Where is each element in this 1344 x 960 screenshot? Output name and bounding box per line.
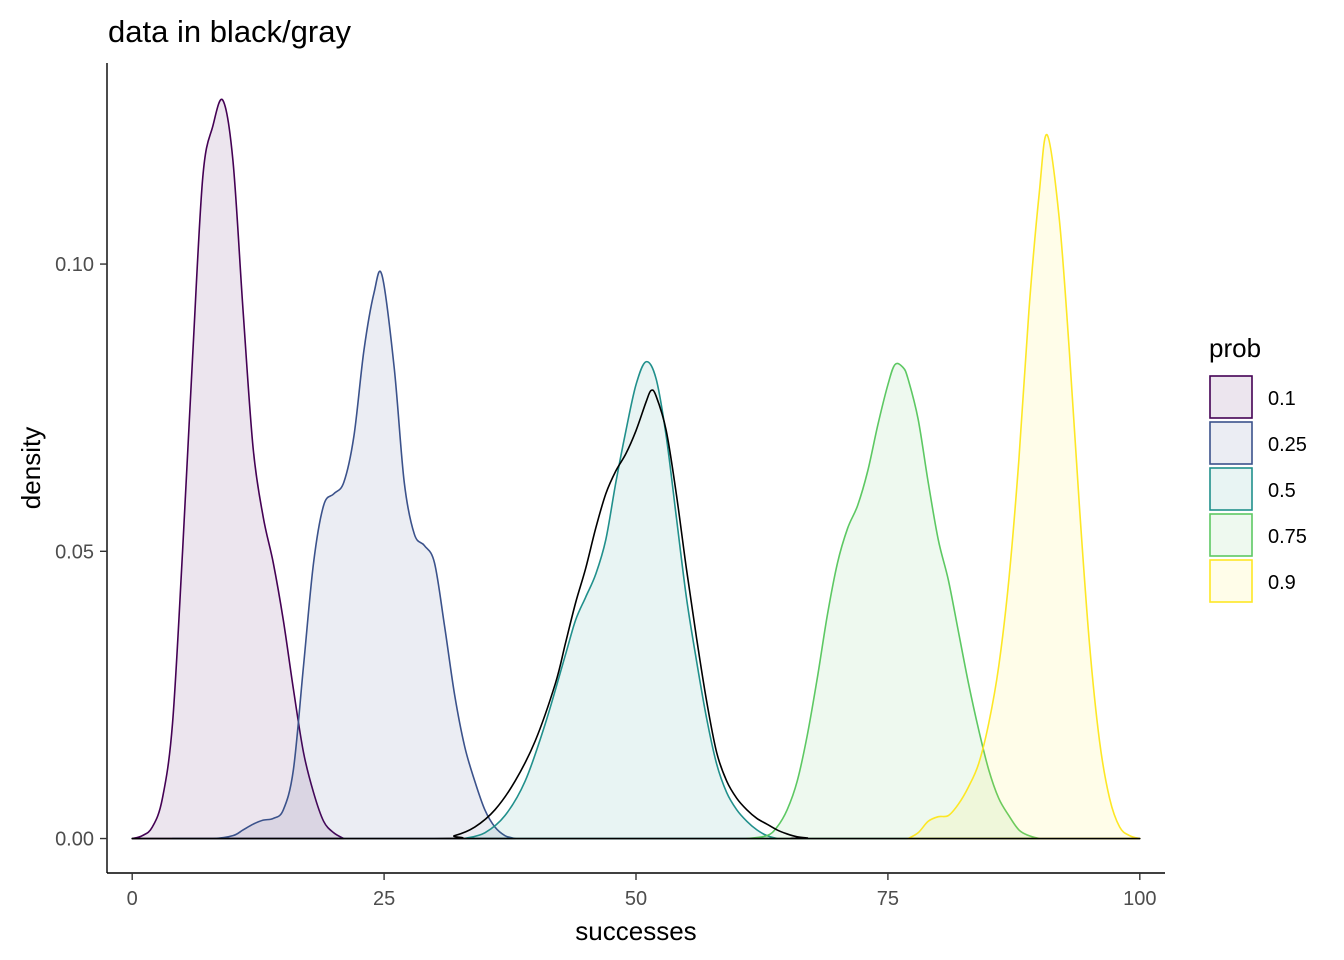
- chart-title: data in black/gray: [108, 14, 351, 49]
- x-tick-label: 50: [625, 888, 647, 910]
- legend-key: [1209, 375, 1253, 419]
- y-axis-ticks: 0.00 0.05 0.10: [55, 254, 107, 851]
- y-tick-label: 0.00: [55, 829, 94, 851]
- y-tick-label: 0.10: [55, 254, 94, 276]
- legend-items: 0.1 0.25 0.5 0.75 0.9: [1209, 375, 1307, 603]
- density-curve-data: [131, 389, 1141, 840]
- x-tick-label: 75: [877, 888, 899, 910]
- density-curve-0-9: [907, 133, 1141, 840]
- y-axis-title: density: [16, 427, 46, 509]
- legend-label: 0.25: [1268, 434, 1307, 456]
- legend-title: prob: [1209, 333, 1261, 363]
- x-axis-ticks: 0 25 50 75 100: [127, 873, 1156, 910]
- density-curve-0-25: [171, 270, 516, 840]
- y-tick-label: 0.05: [55, 541, 94, 563]
- density-curve-0-1: [131, 98, 345, 840]
- legend-key: [1209, 421, 1253, 465]
- legend-key: [1209, 513, 1253, 557]
- legend-label: 0.1: [1268, 388, 1296, 410]
- x-axis-title: successes: [575, 916, 696, 946]
- legend-key: [1209, 559, 1253, 603]
- x-tick-label: 0: [127, 888, 138, 910]
- x-tick-label: 100: [1123, 888, 1156, 910]
- legend: prob 0.1 0.25 0.5 0.75 0.9: [1209, 333, 1307, 603]
- legend-label: 0.75: [1268, 526, 1307, 548]
- legend-label: 0.9: [1268, 572, 1296, 594]
- x-tick-label: 25: [373, 888, 395, 910]
- legend-key: [1209, 467, 1253, 511]
- legend-label: 0.5: [1268, 480, 1296, 502]
- density-curve-0-75: [746, 362, 1040, 840]
- plot-area: [131, 98, 1141, 840]
- density-curve-0-5: [463, 360, 778, 840]
